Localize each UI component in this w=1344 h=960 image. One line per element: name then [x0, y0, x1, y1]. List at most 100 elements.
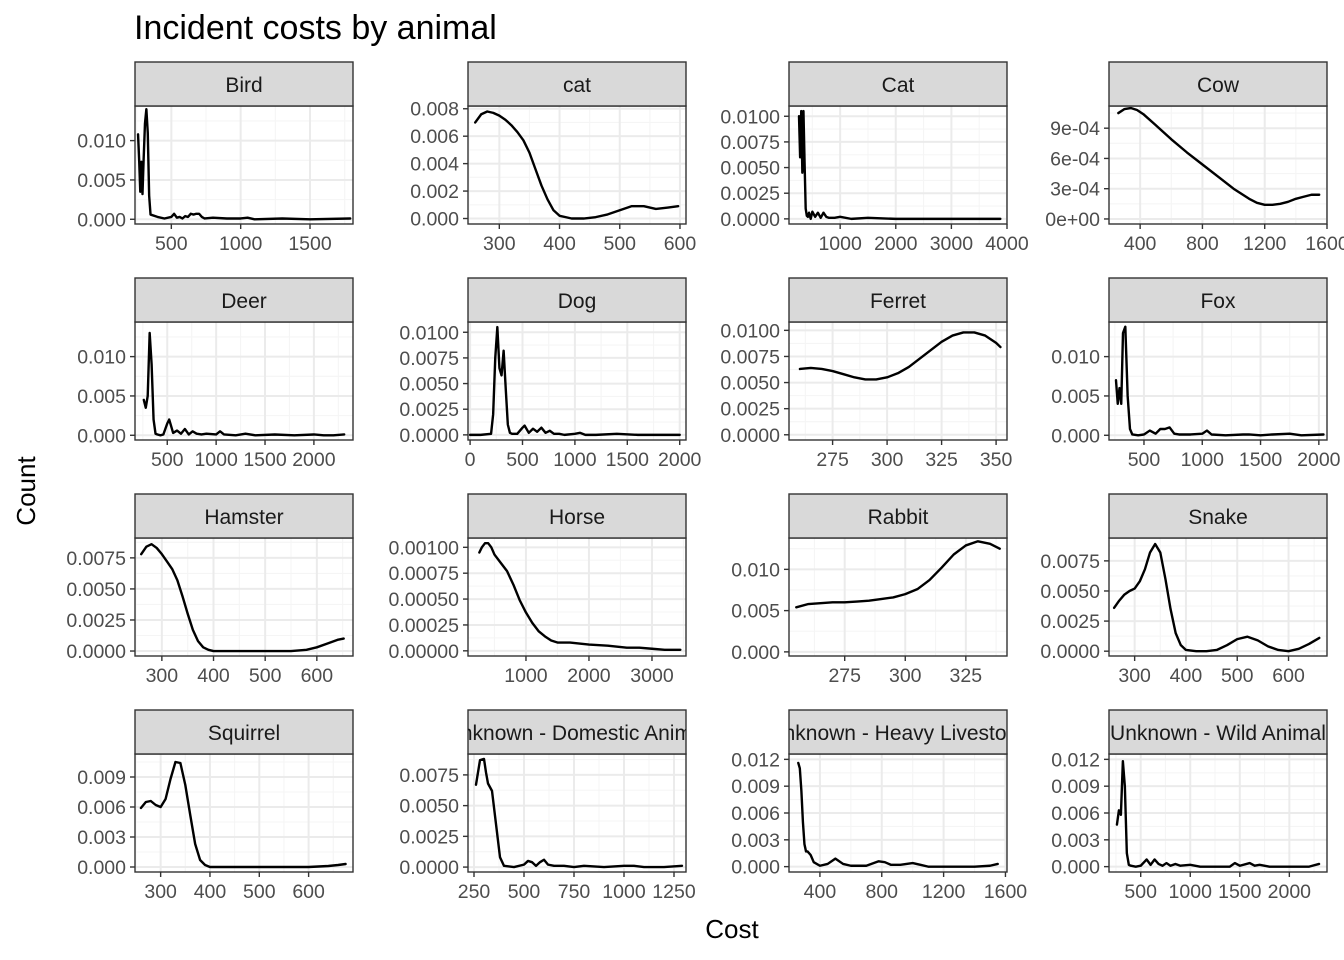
panel-background [135, 754, 353, 872]
y-tick-label: 0.006 [77, 797, 126, 819]
x-tick-label: 400 [197, 665, 230, 687]
y-tick-label: 0.000 [1051, 857, 1100, 879]
y-tick-label: 0.0075 [399, 765, 459, 787]
y-tick-label: 0.0000 [399, 425, 459, 447]
y-tick-label: 6e-04 [1050, 148, 1100, 170]
density-line-cat [797, 109, 1002, 221]
facet-strip [467, 493, 687, 539]
x-axis-title: Cost [705, 914, 759, 944]
y-tick-label: 0.0025 [720, 183, 780, 205]
density-line-snake [1112, 542, 1321, 653]
y-tick-label: 0.006 [731, 803, 780, 825]
facet-strip-label: Cat [882, 74, 915, 97]
facet-strip [1108, 61, 1328, 107]
y-tick-label: 0.0075 [66, 548, 126, 570]
x-tick-label: 500 [249, 665, 282, 687]
y-tick-label: 0.005 [77, 386, 126, 408]
chart-title: Incident costs by animal [134, 9, 497, 47]
y-tick-label: 0.0075 [720, 132, 780, 154]
y-tick-label: 0.004 [410, 154, 459, 176]
x-tick-label: 1000 [818, 233, 862, 255]
facet-strip [788, 493, 1008, 539]
x-tick-label: 1500 [1218, 881, 1262, 903]
facet-strip [788, 709, 1008, 755]
facet-strip-label: Unknown - Wild Animal [1110, 722, 1326, 745]
facet-strip-label: Ferret [870, 290, 926, 313]
x-tick-label: 1000 [1181, 449, 1225, 471]
x-tick-label: 400 [543, 233, 576, 255]
x-tick-label: 500 [155, 233, 188, 255]
y-tick-label: 0.0075 [720, 346, 780, 368]
facet-strip [467, 709, 687, 755]
facet-strip [134, 493, 354, 539]
facet-strip [134, 61, 354, 107]
facet-strip-label: Bird [225, 74, 262, 97]
x-tick-label: 2000 [874, 233, 918, 255]
facet-strip-label: Fox [1200, 290, 1236, 313]
x-tick-label: 500 [1124, 881, 1157, 903]
x-tick-label: 250 [458, 881, 491, 903]
facet-panel-cow: Cow 400 800 1200 1600 0e+00 3e-04 6e-04 9e-04 [1045, 61, 1344, 255]
x-tick-label: 1600 [1305, 233, 1344, 255]
y-tick-label: 0.0100 [399, 322, 459, 344]
density-line-deer [142, 331, 346, 437]
y-tick-label: 0.012 [731, 749, 780, 771]
y-tick-label: 0.003 [1051, 830, 1100, 852]
y-tick-label: 0e+00 [1045, 209, 1100, 231]
facet-strip [1108, 277, 1328, 323]
density-line-unknown-domestic-animal [474, 757, 684, 869]
y-tick-label: 0.00050 [389, 589, 460, 611]
y-tick-label: 0.010 [77, 347, 126, 369]
x-tick-label: 1000 [1169, 881, 1213, 903]
y-tick-label: 0.0075 [399, 348, 459, 370]
x-tick-label: 3000 [930, 233, 974, 255]
facet-strip-label: Cow [1197, 74, 1240, 97]
density-line-hamster [139, 543, 345, 653]
density-line-cat [474, 110, 680, 220]
facet-panel-snake: Snake 300 400 500 600 0.0000 0.0025 0.0050 0.007… [1040, 493, 1328, 687]
panel-background [468, 106, 686, 224]
x-tick-label: 350 [980, 449, 1013, 471]
x-tick-label: 500 [508, 881, 541, 903]
y-tick-label: 0.000 [731, 642, 780, 664]
y-tick-label: 0.0025 [66, 610, 126, 632]
x-tick-label: 300 [871, 449, 904, 471]
facet-panel-unknown-heavy-livestock: Unknown - Heavy Livestock 400 800 1200 1600 0… [731, 709, 1028, 903]
facet-panel-hamster: Hamster 300 400 500 600 0.0000 0.0025 0.0050 0.0… [66, 493, 354, 687]
y-tick-label: 0.000 [77, 425, 126, 447]
y-axis-title: Count [11, 456, 41, 526]
y-tick-label: 3e-04 [1050, 179, 1100, 201]
x-tick-label: 500 [243, 881, 276, 903]
x-tick-label: 800 [1186, 233, 1219, 255]
y-tick-label: 0.0025 [399, 399, 459, 421]
x-tick-label: 1200 [922, 881, 966, 903]
y-tick-label: 0.003 [77, 827, 126, 849]
panel-background [1109, 538, 1327, 656]
y-tick-label: 0.0025 [399, 826, 459, 848]
x-tick-label: 300 [146, 665, 179, 687]
y-tick-label: 0.000 [731, 857, 780, 879]
panel-grid [789, 538, 1007, 656]
y-tick-label: 0.000 [1051, 425, 1100, 447]
facet-strip [1108, 709, 1328, 755]
density-line-ferret [798, 331, 1002, 381]
x-tick-label: 1600 [984, 881, 1028, 903]
y-tick-label: 0.005 [77, 170, 126, 192]
facet-strip [788, 61, 1008, 107]
density-line-bird [136, 107, 352, 221]
panel-grid [789, 754, 1007, 872]
facet-panel-dog: Dog 0 500 1000 1500 2000 0.0000 0.0025 0.0050 0.0… [399, 277, 702, 471]
facet-strip [467, 277, 687, 323]
panel-background [1109, 322, 1327, 440]
panel-grid [468, 322, 686, 440]
panel-background [468, 538, 686, 656]
y-tick-label: 0.0050 [1040, 581, 1100, 603]
y-tick-label: 0.0050 [399, 796, 459, 818]
x-tick-label: 2000 [567, 665, 611, 687]
y-tick-label: 0.010 [77, 131, 126, 153]
panel-grid [789, 322, 1007, 440]
panel-grid [1109, 538, 1327, 656]
x-tick-label: 275 [828, 665, 861, 687]
x-tick-label: 300 [144, 881, 177, 903]
